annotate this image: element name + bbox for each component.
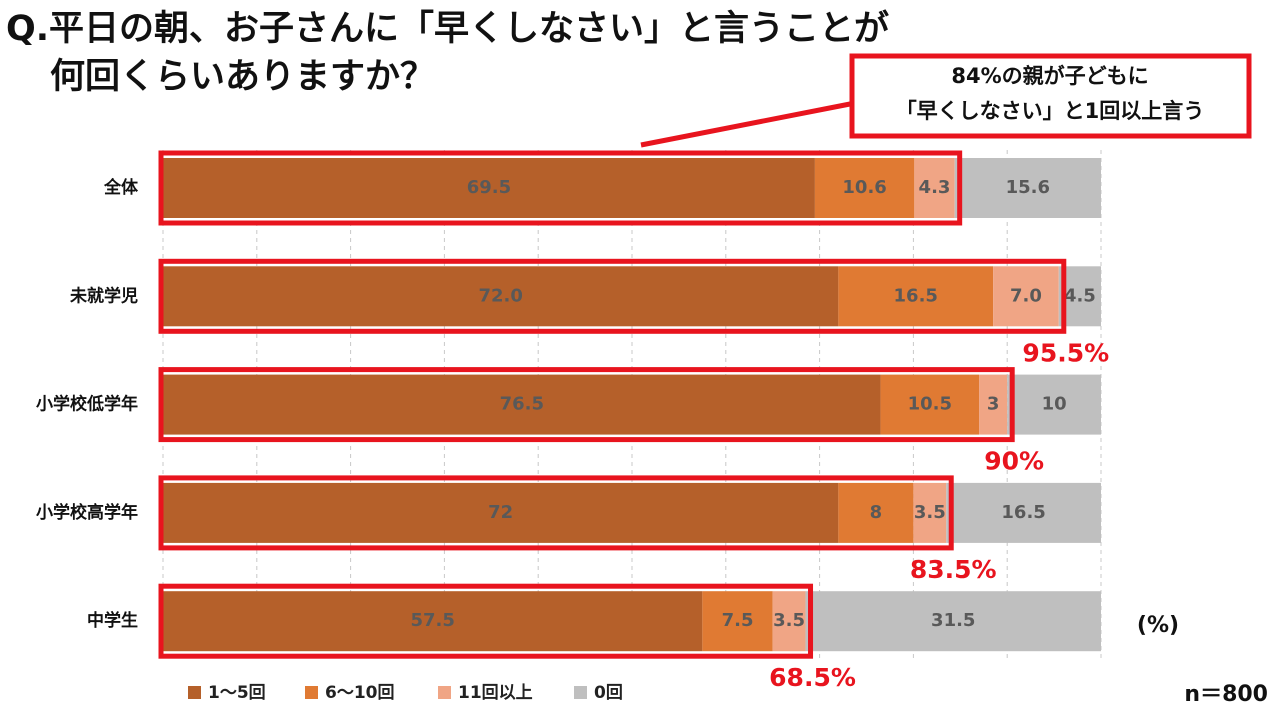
bar-segment — [814, 158, 915, 218]
bar-segment — [913, 482, 947, 543]
category-label: 小学校低学年 — [36, 394, 138, 415]
value-label: 57.5 — [410, 610, 454, 631]
legend-swatch — [305, 686, 318, 699]
legend-label: 1〜5回 — [208, 683, 266, 703]
highlight-box — [158, 475, 954, 551]
legend-swatch — [574, 686, 587, 699]
bar-segment — [163, 374, 881, 435]
bar-segment — [979, 374, 1008, 435]
bar-segment — [163, 591, 703, 652]
sample-size: n＝800 — [1184, 682, 1268, 707]
value-label: 72.0 — [478, 285, 522, 306]
value-label: 16.5 — [1001, 502, 1045, 523]
bar-segment — [1007, 374, 1101, 435]
bar-segment — [993, 266, 1059, 327]
category-label: 中学生 — [87, 610, 138, 631]
callout-pointer — [640, 101, 851, 148]
bar-segment — [163, 266, 839, 327]
bar-segment — [838, 266, 994, 327]
highlight-box — [158, 150, 963, 226]
category-label: 小学校高学年 — [36, 502, 138, 523]
bar-segment — [805, 591, 1101, 652]
total-label: 68.5% — [769, 663, 856, 692]
callout-text: 「早くしなさい」と1回以上言う — [896, 99, 1205, 123]
value-label: 7.5 — [722, 610, 754, 631]
legend-label: 11回以上 — [458, 683, 533, 703]
total-label: 83.5% — [910, 555, 997, 584]
category-label: 全体 — [103, 177, 139, 198]
chart-title: Q.平日の朝、お子さんに「早くしなさい」と言うことが — [6, 9, 889, 49]
value-label: 10.5 — [908, 394, 952, 415]
value-label: 3.5 — [773, 610, 805, 631]
bar-segment — [163, 158, 815, 218]
value-label: 7.0 — [1010, 285, 1042, 306]
value-label: 76.5 — [500, 394, 544, 415]
legend-label: 6〜10回 — [325, 683, 395, 703]
value-label: 3.5 — [914, 502, 946, 523]
legend-swatch — [438, 686, 451, 699]
value-label: 10.6 — [842, 177, 886, 198]
value-label: 69.5 — [467, 177, 511, 198]
legend-label: 0回 — [594, 683, 623, 703]
bar-segment — [880, 374, 980, 435]
highlight-box — [158, 367, 1015, 443]
bar-segment — [954, 158, 1101, 218]
bar-segment — [772, 591, 806, 652]
unit-label: (%) — [1137, 613, 1179, 638]
bar-segment — [946, 482, 1101, 543]
callout-text: 84%の親が子どもに — [951, 64, 1148, 88]
value-label: 4.3 — [919, 177, 951, 198]
value-label: 31.5 — [931, 610, 975, 631]
highlight-box — [158, 258, 1067, 334]
value-label: 3 — [987, 394, 1000, 415]
value-label: 72 — [488, 502, 513, 523]
category-label: 未就学児 — [69, 285, 138, 306]
bar-segment — [838, 482, 914, 543]
total-label: 90% — [984, 447, 1044, 476]
bar-segment — [914, 158, 955, 218]
callout-box — [849, 53, 1252, 139]
value-label: 10 — [1042, 394, 1067, 415]
chart-title: 何回くらいありますか？ — [50, 57, 435, 97]
bar-segment — [702, 591, 773, 652]
highlight-box — [158, 583, 814, 659]
value-label: 8 — [870, 502, 883, 523]
value-label: 16.5 — [894, 285, 938, 306]
value-label: 4.5 — [1064, 285, 1096, 306]
total-label: 95.5% — [1022, 338, 1109, 367]
value-label: 15.6 — [1006, 177, 1050, 198]
legend-swatch — [188, 686, 201, 699]
bar-segment — [163, 482, 839, 543]
